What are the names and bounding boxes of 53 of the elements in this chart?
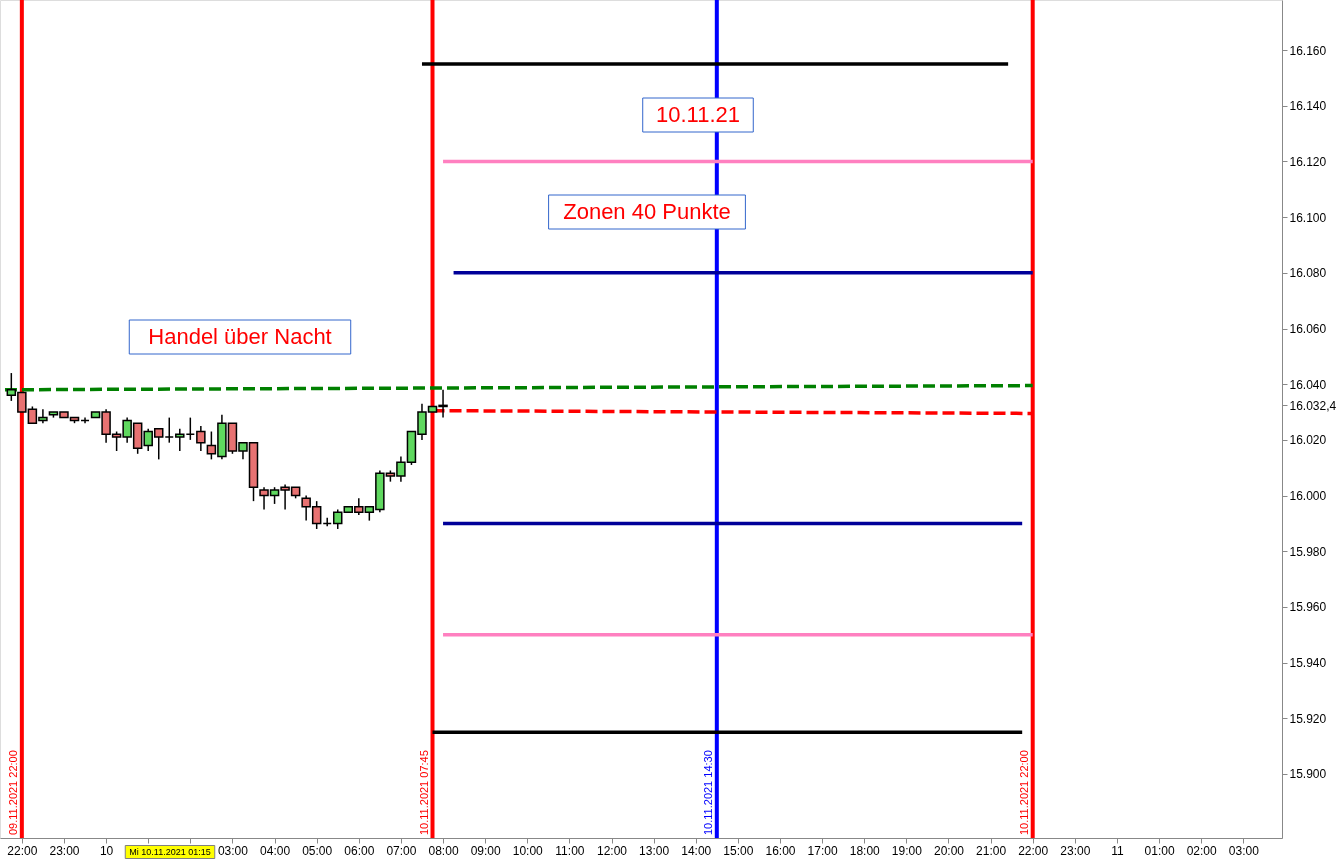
y-tick-label: 16.020	[1289, 433, 1327, 448]
ref-line-label: 09.11.2021 22:00	[6, 750, 19, 835]
y-tick-label: 16.080	[1289, 266, 1327, 281]
x-tick-label: 23:00	[49, 843, 80, 858]
x-tick-label: 17:00	[807, 843, 838, 858]
x-tick-label: 11	[1111, 843, 1124, 858]
x-tick-label: 03:00	[1228, 843, 1260, 858]
y-tick-label: 16.120	[1289, 154, 1327, 169]
x-tick-label: 21:00	[976, 843, 1007, 858]
x-tick-label: 22:00	[7, 843, 38, 858]
x-tick-label: 02:00	[1186, 843, 1218, 858]
y-tick-label: 16.060	[1289, 322, 1327, 337]
annotation: Zonen 40 Punkte	[563, 199, 731, 224]
x-tick-label: 18:00	[849, 843, 881, 858]
x-tick-label: 20:00	[933, 843, 965, 858]
x-tick-label: 15:00	[723, 843, 754, 858]
x-tick-label: 10	[99, 843, 114, 858]
candlestick	[332, 508, 343, 530]
y-tick-label: 16.000	[1289, 489, 1327, 504]
x-tick-label: 19:00	[891, 843, 923, 858]
annotation: 10.11.21	[655, 102, 741, 127]
y-tick-label: 15.960	[1289, 600, 1327, 615]
candlestick	[196, 425, 206, 452]
ref-line-label: 10.11.2021 07:45	[417, 750, 430, 835]
ref-line-label: 10.11.2021 14:30	[701, 750, 714, 835]
y-tick-label: 16.160	[1289, 43, 1327, 58]
x-tick-label: 22:00	[1018, 843, 1049, 858]
x-tick-label: 12:00	[597, 843, 628, 858]
y-tick-label: 15.900	[1289, 767, 1327, 782]
y-tick-label: 16.032,4	[1289, 398, 1337, 413]
x-tick-label: 01:00	[1144, 843, 1175, 858]
y-tick-label: 16.100	[1289, 210, 1327, 225]
y-tick-label: 16.140	[1289, 99, 1327, 114]
y-tick-label: 15.920	[1289, 711, 1327, 726]
x-tick-label: 05:00	[302, 843, 333, 858]
x-tick-label: 23:00	[1060, 843, 1091, 858]
x-tick-label: 04:00	[260, 843, 291, 858]
x-tick-label: 13:00	[639, 843, 670, 858]
text: Mi 10.11.2021 01:15	[129, 847, 211, 857]
annotation: Handel über Nacht	[148, 324, 332, 349]
x-tick-label: 03:00	[217, 843, 249, 858]
y-tick-label: 16.040	[1289, 377, 1327, 392]
y-tick-label: 15.980	[1289, 544, 1327, 559]
x-tick-label: 14:00	[681, 843, 712, 858]
y-tick-label: 15.940	[1289, 656, 1327, 671]
x-tick-label: 10:00	[512, 843, 544, 858]
x-tick-label: 06:00	[344, 843, 375, 858]
x-tick-label: 09:00	[470, 843, 501, 858]
ref-line-label: 10.11.2021 22:00	[1017, 750, 1030, 835]
x-tick-label: 16:00	[765, 843, 796, 858]
x-tick-label: 07:00	[386, 843, 417, 858]
x-tick-label: 08:00	[428, 843, 459, 858]
x-tick-label: 11:00	[555, 843, 585, 858]
